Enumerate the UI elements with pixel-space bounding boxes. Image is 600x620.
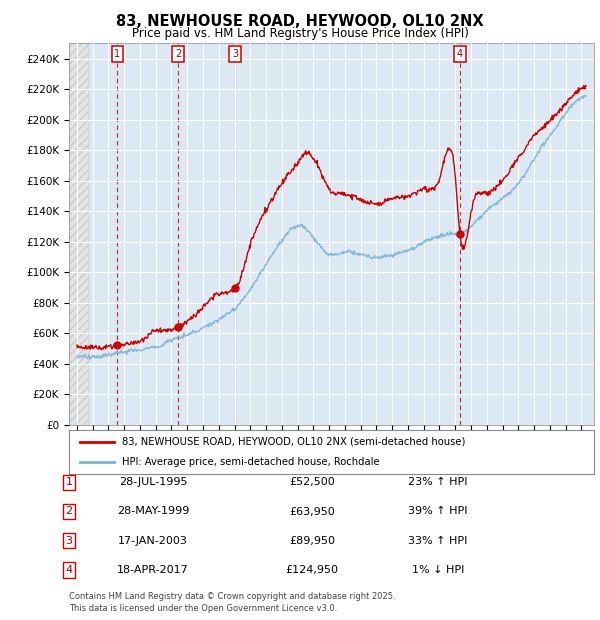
Text: 83, NEWHOUSE ROAD, HEYWOOD, OL10 2NX: 83, NEWHOUSE ROAD, HEYWOOD, OL10 2NX [116, 14, 484, 29]
Text: 1% ↓ HPI: 1% ↓ HPI [412, 565, 464, 575]
Text: Contains HM Land Registry data © Crown copyright and database right 2025.: Contains HM Land Registry data © Crown c… [69, 592, 395, 601]
Text: Price paid vs. HM Land Registry's House Price Index (HPI): Price paid vs. HM Land Registry's House … [131, 27, 469, 40]
Text: £52,500: £52,500 [289, 477, 335, 487]
Text: This data is licensed under the Open Government Licence v3.0.: This data is licensed under the Open Gov… [69, 603, 337, 613]
Text: 23% ↑ HPI: 23% ↑ HPI [408, 477, 468, 487]
Text: 4: 4 [457, 49, 463, 59]
Text: £63,950: £63,950 [289, 507, 335, 516]
Text: 4: 4 [65, 565, 73, 575]
Text: HPI: Average price, semi-detached house, Rochdale: HPI: Average price, semi-detached house,… [121, 457, 379, 467]
Text: 1: 1 [65, 477, 73, 487]
Text: 3: 3 [232, 49, 238, 59]
Text: 18-APR-2017: 18-APR-2017 [117, 565, 189, 575]
Text: 2: 2 [65, 507, 73, 516]
Text: £124,950: £124,950 [286, 565, 338, 575]
Text: 17-JAN-2003: 17-JAN-2003 [118, 536, 188, 546]
Text: 83, NEWHOUSE ROAD, HEYWOOD, OL10 2NX (semi-detached house): 83, NEWHOUSE ROAD, HEYWOOD, OL10 2NX (se… [121, 436, 465, 447]
Text: 2: 2 [175, 49, 181, 59]
Text: 28-MAY-1999: 28-MAY-1999 [117, 507, 189, 516]
Text: 3: 3 [65, 536, 73, 546]
Text: 39% ↑ HPI: 39% ↑ HPI [408, 507, 468, 516]
Text: 1: 1 [115, 49, 121, 59]
Text: £89,950: £89,950 [289, 536, 335, 546]
Text: 33% ↑ HPI: 33% ↑ HPI [409, 536, 467, 546]
Text: 28-JUL-1995: 28-JUL-1995 [119, 477, 187, 487]
